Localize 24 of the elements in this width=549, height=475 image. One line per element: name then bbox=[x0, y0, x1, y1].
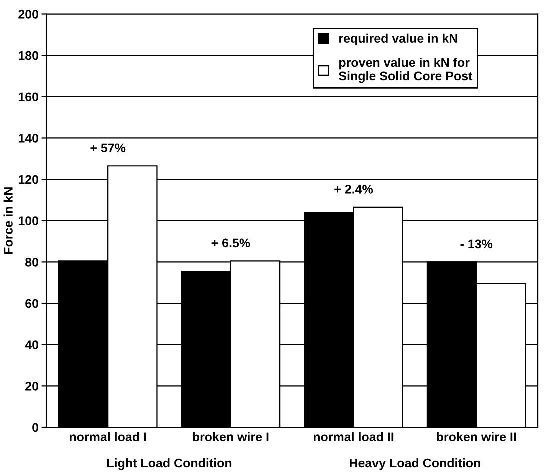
annotation: + 6.5% bbox=[212, 238, 250, 248]
text: Heavy Load Condition bbox=[350, 458, 480, 470]
y-tick-label: 40 bbox=[25, 340, 39, 350]
x-tick-label: broken wire II bbox=[437, 432, 516, 442]
annotation: + 2.4% bbox=[334, 185, 374, 194]
legend-label: proven value in kN for Single Solid Core Post bbox=[339, 58, 473, 84]
y-tick-label: 200 bbox=[18, 10, 39, 19]
text: Light Load Condition bbox=[108, 458, 232, 470]
y-axis-title: Force in kN bbox=[4, 188, 13, 254]
y-tick-label: 160 bbox=[18, 92, 39, 102]
y-tick-label: 120 bbox=[18, 175, 39, 184]
y-tick-label: 0 bbox=[32, 423, 39, 432]
annotation: - 13% bbox=[460, 240, 493, 249]
y-tick-label: 180 bbox=[18, 51, 39, 60]
x-tick-label: normal load II bbox=[314, 432, 394, 442]
x-tick-label: broken wire I bbox=[193, 432, 269, 442]
y-tick-label: 80 bbox=[26, 258, 39, 267]
y-tick-label: 140 bbox=[18, 134, 39, 143]
y-tick-label: 20 bbox=[26, 382, 39, 391]
x-tick-label: normal load I bbox=[70, 432, 146, 442]
legend-label: required value in kN bbox=[340, 34, 458, 46]
annotation: + 57% bbox=[90, 144, 126, 153]
y-tick-label: 100 bbox=[18, 216, 39, 226]
y-tick-label: 60 bbox=[26, 299, 39, 308]
